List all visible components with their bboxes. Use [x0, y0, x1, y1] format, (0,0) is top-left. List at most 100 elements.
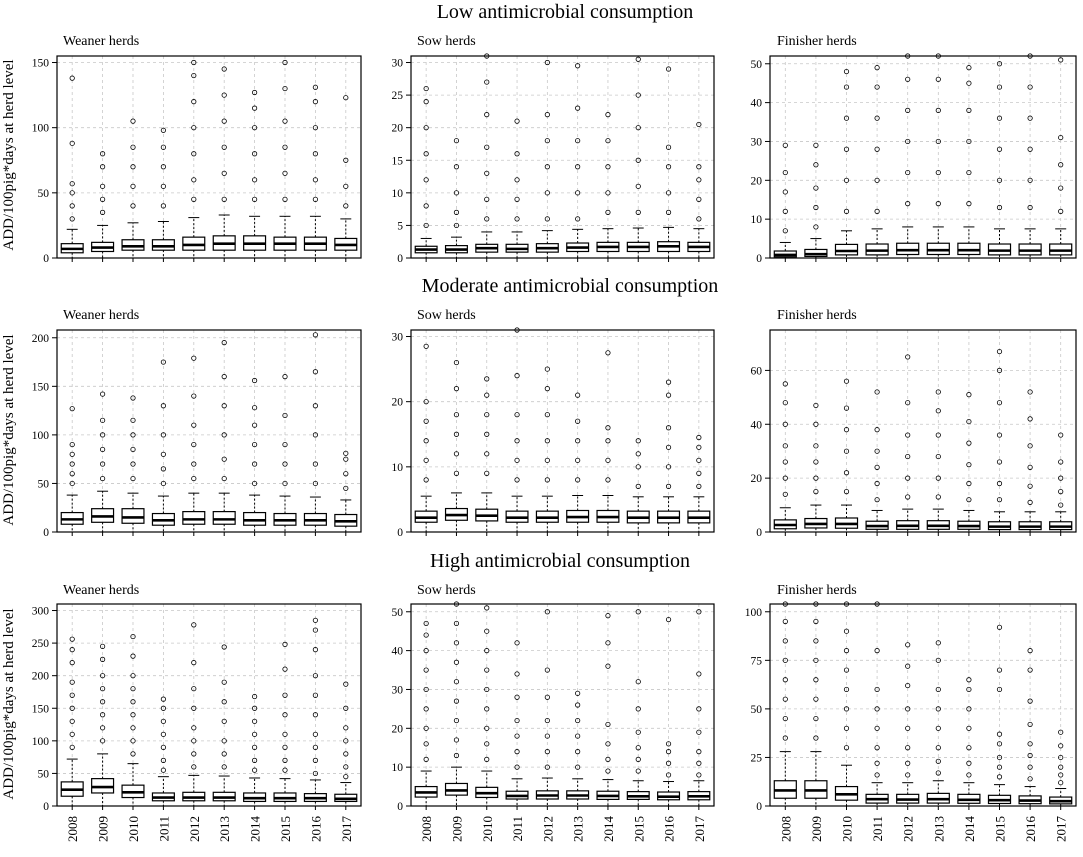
box-outlier	[252, 105, 258, 111]
x-tick-label-year: 2016	[662, 816, 677, 843]
box-outlier	[191, 196, 197, 202]
box-outlier	[312, 432, 318, 438]
box-outlier	[343, 456, 349, 462]
box-outlier	[130, 417, 136, 423]
box-outlier	[874, 84, 880, 90]
box-outlier	[191, 125, 197, 131]
box-outlier	[191, 59, 197, 66]
box-outlier	[996, 115, 1003, 121]
box-outlier	[813, 715, 819, 722]
box-outlier	[130, 432, 136, 438]
box-outlier	[966, 65, 972, 71]
box-outlier	[782, 618, 788, 625]
panel-title-low-sow: Sow herds	[417, 34, 476, 49]
y-tick-label: 10	[751, 214, 763, 226]
box-outlier	[160, 203, 166, 209]
box-outlier	[282, 118, 288, 124]
box-outlier	[484, 648, 490, 654]
box-outlier	[635, 706, 641, 712]
box-outlier	[905, 760, 911, 766]
box-outlier	[935, 758, 941, 764]
box-outlier	[282, 692, 288, 698]
box-outlier	[605, 756, 611, 762]
box-outlier	[221, 170, 227, 176]
y-tick-label: 150	[32, 381, 50, 393]
box-outlier	[252, 731, 258, 737]
box-outlier	[191, 764, 197, 770]
box-iqr	[182, 236, 206, 251]
box-outlier	[423, 756, 429, 762]
y-tick-label: 10	[392, 762, 404, 774]
box-outlier	[514, 151, 520, 157]
box-outlier	[996, 61, 1003, 67]
box-outlier	[100, 738, 106, 744]
box-outlier	[252, 461, 258, 467]
box-outlier	[160, 451, 166, 457]
box-outlier	[100, 712, 106, 718]
y-tick-label: 0	[756, 527, 762, 539]
box-outlier	[813, 443, 819, 449]
y-tick-label: 30	[392, 58, 404, 70]
box-outlier	[282, 767, 288, 773]
box-outlier	[665, 483, 672, 489]
box-outlier	[69, 140, 75, 146]
box-outlier	[665, 66, 672, 72]
box-outlier	[484, 376, 490, 382]
box-outlier	[343, 183, 349, 189]
box-outlier	[453, 717, 460, 724]
box-outlier	[453, 209, 460, 215]
box-outlier	[905, 475, 911, 481]
box-outlier	[935, 138, 941, 145]
box-outlier	[966, 392, 972, 398]
y-tick-label: 150	[32, 58, 50, 70]
y-tick-label: 20	[751, 175, 763, 187]
y-tick-label: 5	[397, 220, 403, 232]
box-outlier	[514, 196, 520, 202]
box-outlier	[130, 203, 136, 209]
box-outlier	[484, 686, 490, 693]
box-outlier	[312, 461, 318, 467]
box-outlier	[575, 418, 581, 424]
panel-title-moderate-sow: Sow herds	[417, 308, 476, 323]
box-outlier	[423, 667, 429, 673]
box-outlier	[696, 216, 702, 222]
box-outlier	[874, 686, 880, 693]
box-outlier	[782, 657, 788, 663]
x-tick-label-year: 2014	[248, 816, 263, 843]
box-outlier	[635, 56, 641, 62]
box-outlier	[252, 441, 258, 448]
box-outlier	[453, 412, 460, 418]
box-outlier	[312, 757, 318, 763]
panel-frame	[769, 55, 1077, 259]
box-outlier	[69, 75, 75, 81]
box-outlier	[1058, 743, 1064, 749]
box-outlier	[575, 164, 581, 170]
box-outlier	[843, 745, 850, 751]
box-outlier	[635, 756, 641, 762]
box-outlier	[935, 475, 941, 481]
box-outlier	[343, 95, 349, 101]
box-outlier	[874, 772, 880, 778]
box-outlier	[843, 725, 850, 731]
box-outlier	[575, 105, 581, 111]
box-outlier	[635, 483, 641, 489]
box-outlier	[635, 609, 641, 615]
y-tick-label: 100	[32, 430, 50, 442]
box-outlier	[221, 764, 227, 770]
box-iqr	[151, 239, 175, 251]
box-outlier	[1027, 146, 1033, 152]
box-outlier	[160, 359, 166, 365]
box-outlier	[966, 440, 972, 446]
box-outlier	[423, 343, 429, 349]
box-outlier	[191, 151, 197, 157]
box-outlier	[544, 366, 550, 372]
x-tick-label-year: 2016	[308, 816, 323, 843]
box-outlier	[160, 480, 166, 487]
y-tick-label: 100	[32, 123, 50, 135]
box-outlier	[423, 125, 429, 131]
box-outlier	[252, 196, 258, 202]
y-axis-label-high: ADD/100pig*days at herd level	[1, 608, 17, 799]
y-tick-label: 25	[392, 90, 404, 102]
box-outlier	[312, 480, 318, 487]
box-outlier	[221, 718, 227, 724]
